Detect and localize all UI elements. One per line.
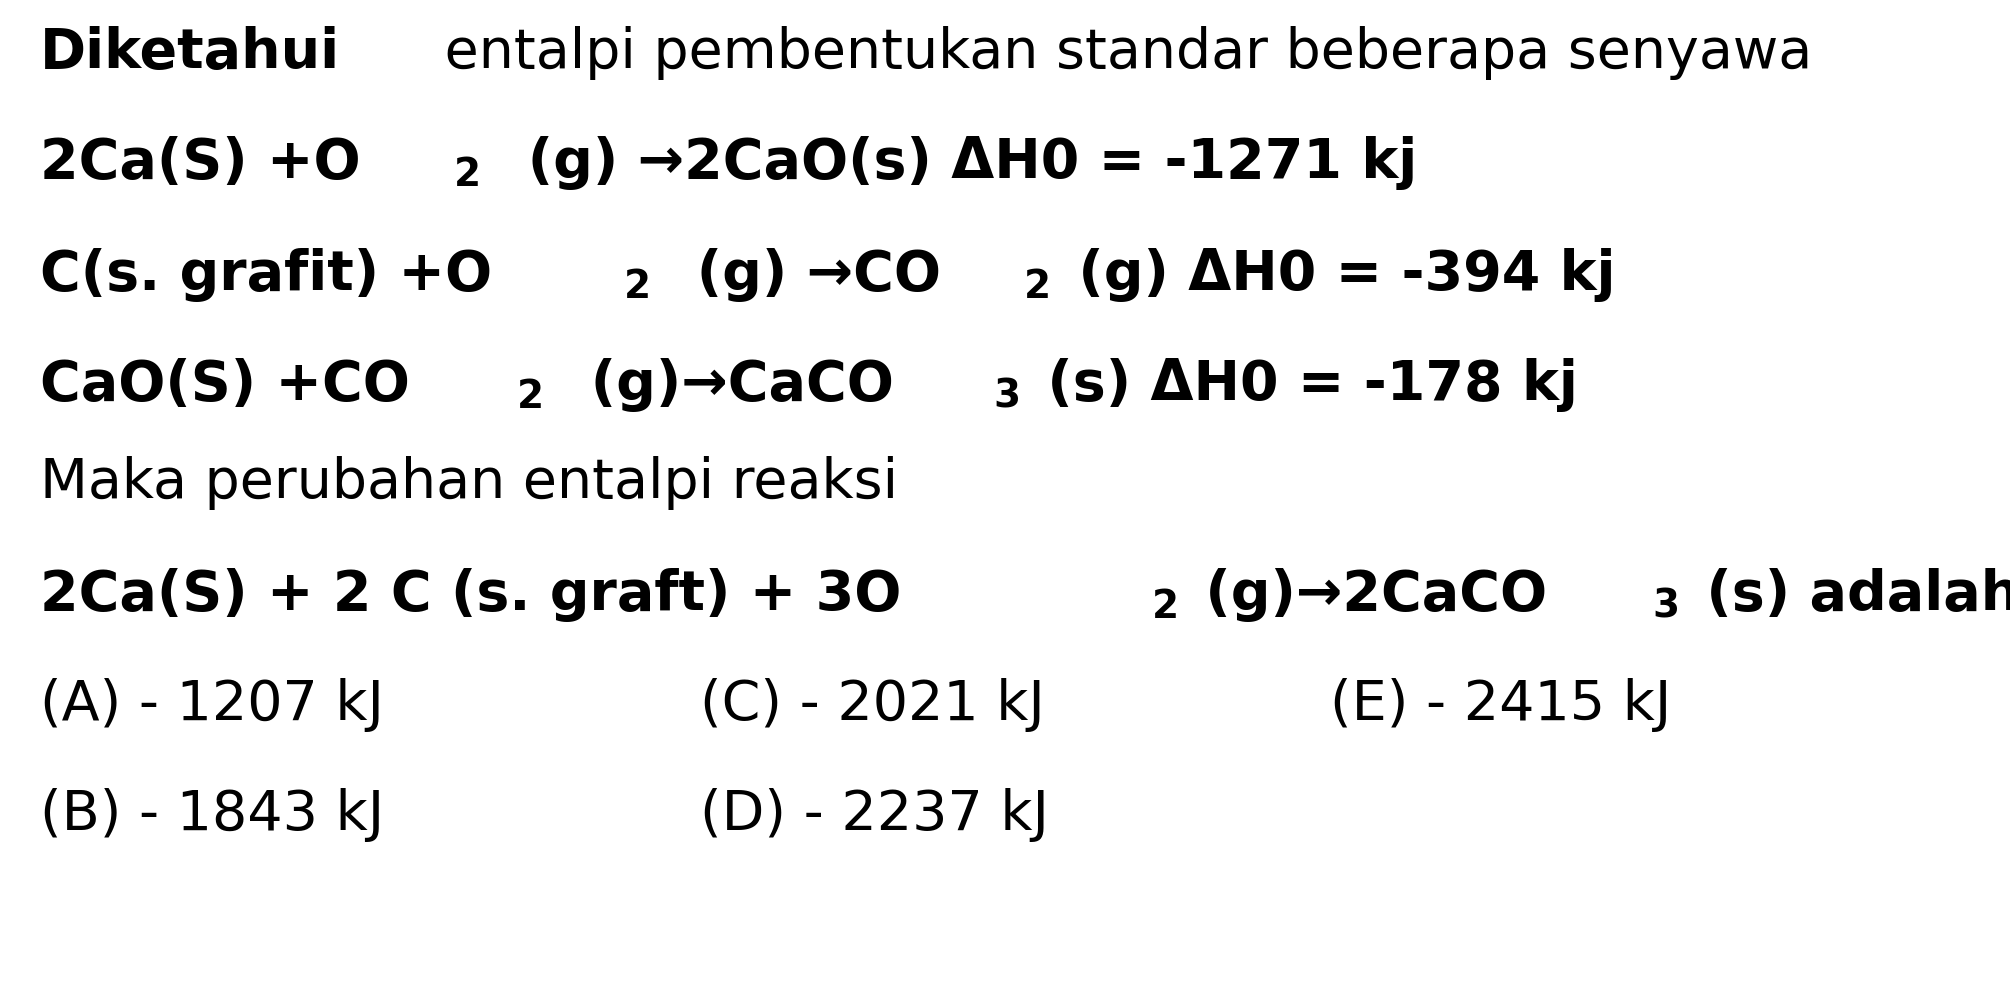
Text: (g)→CaCO: (g)→CaCO bbox=[553, 358, 894, 412]
Text: 2: 2 bbox=[517, 378, 545, 416]
Text: 2: 2 bbox=[1152, 588, 1178, 626]
Text: (D) - 2237 kJ: (D) - 2237 kJ bbox=[699, 788, 1049, 842]
Text: (A) - 1207 kJ: (A) - 1207 kJ bbox=[40, 678, 384, 732]
Text: Maka perubahan entalpi reaksi: Maka perubahan entalpi reaksi bbox=[40, 456, 898, 510]
Text: C(s. grafit) +O: C(s. grafit) +O bbox=[40, 248, 492, 302]
Text: (g) →CO: (g) →CO bbox=[659, 248, 941, 302]
Text: (s) ΔH0 = -178 kj: (s) ΔH0 = -178 kj bbox=[1029, 358, 1578, 412]
Text: 2: 2 bbox=[454, 156, 480, 194]
Text: (E) - 2415 kJ: (E) - 2415 kJ bbox=[1331, 678, 1672, 732]
Text: (g) ΔH0 = -394 kj: (g) ΔH0 = -394 kj bbox=[1059, 248, 1616, 302]
Text: 3: 3 bbox=[1652, 588, 1680, 626]
Text: 2: 2 bbox=[1023, 268, 1051, 306]
Text: CaO(S) +CO: CaO(S) +CO bbox=[40, 358, 410, 412]
Text: 2Ca(S) + 2 C (s. graft) + 3O: 2Ca(S) + 2 C (s. graft) + 3O bbox=[40, 568, 900, 622]
Text: (g)→2CaCO: (g)→2CaCO bbox=[1186, 568, 1548, 622]
Text: 2: 2 bbox=[623, 268, 651, 306]
Text: Diketahui: Diketahui bbox=[40, 26, 340, 80]
Text: 2Ca(S) +O: 2Ca(S) +O bbox=[40, 136, 360, 190]
Text: entalpi pembentukan standar beberapa senyawa: entalpi pembentukan standar beberapa sen… bbox=[428, 26, 1813, 80]
Text: (s) adalah......: (s) adalah...... bbox=[1688, 568, 2010, 622]
Text: 3: 3 bbox=[993, 378, 1021, 416]
Text: (C) - 2021 kJ: (C) - 2021 kJ bbox=[699, 678, 1045, 732]
Text: (g) →2CaO(s) ΔH0 = -1271 kj: (g) →2CaO(s) ΔH0 = -1271 kj bbox=[488, 136, 1417, 190]
Text: (B) - 1843 kJ: (B) - 1843 kJ bbox=[40, 788, 384, 842]
